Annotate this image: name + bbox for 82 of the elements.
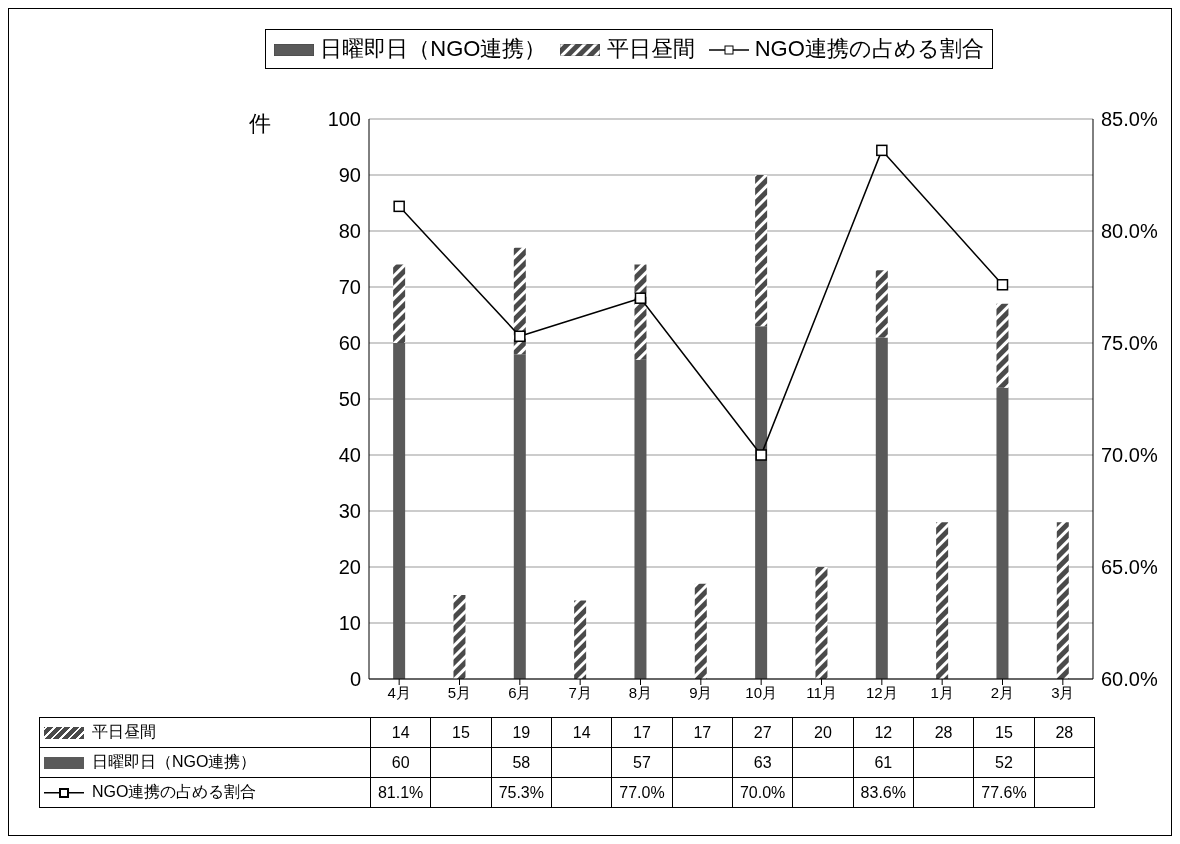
text: NGO連携の占める割合 <box>92 783 257 800</box>
y-tick-label: 90 <box>338 164 361 187</box>
data-label: 77.6% <box>973 777 1035 808</box>
data-label: 75.3% <box>491 777 552 808</box>
x-tick-label: 1月 <box>930 683 954 701</box>
data-label: 28 <box>1034 717 1095 748</box>
data-label: 63 <box>732 747 793 778</box>
y2-tick-label: 85.0% <box>1101 108 1158 131</box>
x-tick-label: 3月 <box>1051 683 1075 701</box>
data-label: 58 <box>491 747 552 778</box>
x-tick-label: 12月 <box>865 683 898 701</box>
x-tick-label: 5月 <box>447 683 472 701</box>
y2-tick-label: 80.0% <box>1101 220 1158 243</box>
y-tick-label: 20 <box>338 556 361 579</box>
legend-label: 平日昼間 <box>605 35 695 63</box>
x-tick-label: 7月 <box>568 683 592 701</box>
y-axis-title: 件 <box>249 110 271 138</box>
legend-label: 日曜即日（NGO連携） <box>319 35 547 63</box>
data-label: 52 <box>973 747 1035 778</box>
bar <box>875 270 888 338</box>
y-tick-label: 30 <box>338 500 361 523</box>
point <box>996 279 1009 291</box>
text: 日曜即日（NGO連携） <box>92 753 257 770</box>
data-label: 17 <box>672 717 733 748</box>
data-label: 14 <box>551 717 612 748</box>
data-label: 28 <box>913 717 974 748</box>
data-label: 60 <box>370 747 431 778</box>
data-label: 15 <box>430 717 492 748</box>
bar <box>815 567 828 679</box>
data-label: 83.6% <box>853 777 914 808</box>
data-label: 70.0% <box>732 777 793 808</box>
bar <box>996 303 1009 388</box>
bar <box>1056 522 1069 679</box>
y2-tick-label: 70.0% <box>1101 444 1158 467</box>
y-tick-label: 10 <box>338 612 361 635</box>
text: 平日昼間 <box>92 723 156 740</box>
bar <box>996 387 1009 679</box>
data-label: 14 <box>370 717 431 748</box>
y2-tick-label: 65.0% <box>1101 556 1158 579</box>
point <box>514 330 526 343</box>
bar <box>393 264 406 343</box>
point <box>755 449 767 461</box>
data-label: 77.0% <box>611 777 673 808</box>
bar <box>875 337 888 679</box>
data-label: 61 <box>853 747 914 778</box>
bar <box>694 583 707 679</box>
point <box>634 292 647 304</box>
y-tick-label: 60 <box>338 332 361 355</box>
legend-label: NGO連携の占める割合 <box>753 35 984 63</box>
x-tick-label: 10月 <box>745 683 778 701</box>
bar <box>634 359 647 679</box>
bar <box>936 522 949 679</box>
bar <box>755 326 768 679</box>
data-label: 17 <box>611 717 673 748</box>
x-tick-label: 11月 <box>806 683 837 701</box>
bar <box>513 354 526 679</box>
bar <box>393 343 406 679</box>
data-label: 12 <box>853 717 914 748</box>
data-label: 57 <box>611 747 673 778</box>
point <box>393 200 405 213</box>
bar <box>453 595 466 679</box>
data-label: 15 <box>973 717 1035 748</box>
data-label: 27 <box>732 717 793 748</box>
y-tick-label: 80 <box>338 220 361 243</box>
y2-tick-label: 60.0% <box>1101 668 1158 691</box>
point <box>876 144 888 157</box>
data-label: 20 <box>792 717 854 748</box>
data-label: 19 <box>491 717 552 748</box>
y-tick-label: 100 <box>327 108 361 131</box>
x-tick-label: 2月 <box>990 683 1015 701</box>
x-tick-label: 4月 <box>387 683 411 701</box>
y-tick-label: 0 <box>349 668 361 691</box>
y-tick-label: 40 <box>338 444 361 467</box>
x-tick-label: 6月 <box>508 683 532 701</box>
bar <box>574 600 587 679</box>
y2-tick-label: 75.0% <box>1101 332 1158 355</box>
y-tick-label: 50 <box>338 388 361 411</box>
y-tick-label: 70 <box>338 276 361 299</box>
bar <box>755 175 768 327</box>
data-label: 81.1% <box>370 777 431 808</box>
x-tick-label: 9月 <box>689 683 713 701</box>
x-tick-label: 8月 <box>628 683 653 701</box>
